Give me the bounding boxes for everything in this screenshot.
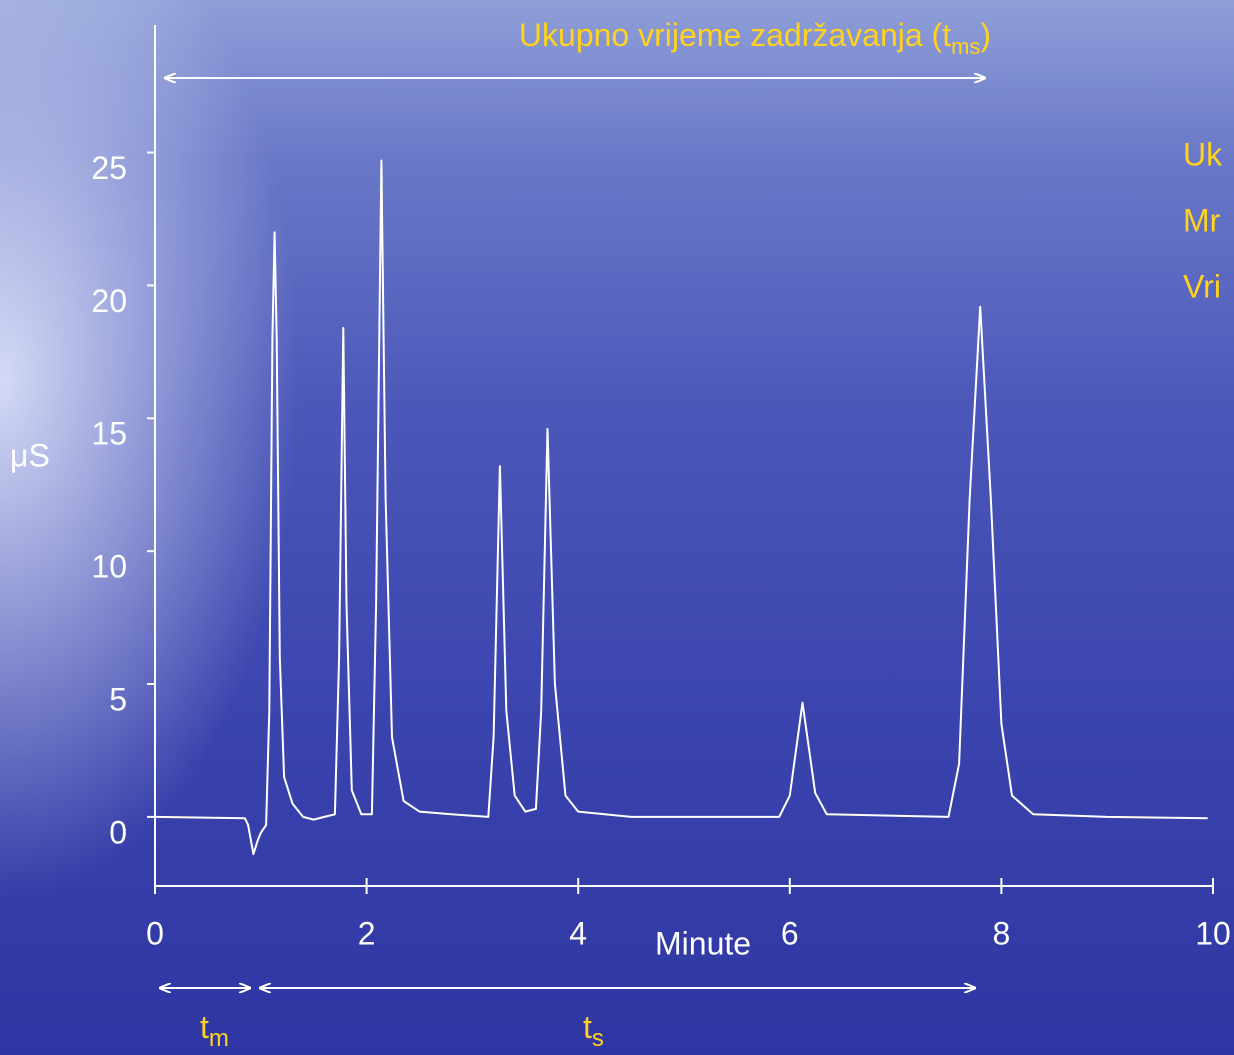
x-tick-label: 10 [1195,915,1231,951]
tm-sub: m [209,1025,229,1052]
side-text: Mr [1183,202,1221,238]
y-tick-label: 0 [109,814,127,850]
x-tick-label: 2 [358,915,376,951]
x-axis-label: Minute [655,925,751,961]
side-text: Uk [1183,136,1223,172]
y-tick-label: 15 [91,416,127,452]
x-tick-label: 8 [993,915,1011,951]
chart-title: Ukupno vrijeme zadržavanja (tms) [519,17,991,58]
tm-text: t [200,1009,209,1045]
title-close: ) [980,17,991,53]
side-text: Vri [1183,268,1221,304]
y-tick-label: 10 [91,549,127,585]
y-tick-label: 25 [91,150,127,186]
ts-sub: s [592,1025,604,1052]
x-tick-label: 4 [569,915,587,951]
title-text: Ukupno vrijeme zadržavanja (t [519,17,951,53]
y-tick-label: 20 [91,283,127,319]
title-sub: ms [951,34,980,59]
tm-label: tm [200,1009,229,1052]
ts-text: t [583,1009,592,1045]
series-line [154,159,1208,856]
ts-label: ts [583,1009,604,1052]
x-tick-label: 6 [781,915,799,951]
y-tick-label: 5 [109,681,127,717]
y-axis-label: μS [10,437,50,473]
x-tick-label: 0 [146,915,164,951]
